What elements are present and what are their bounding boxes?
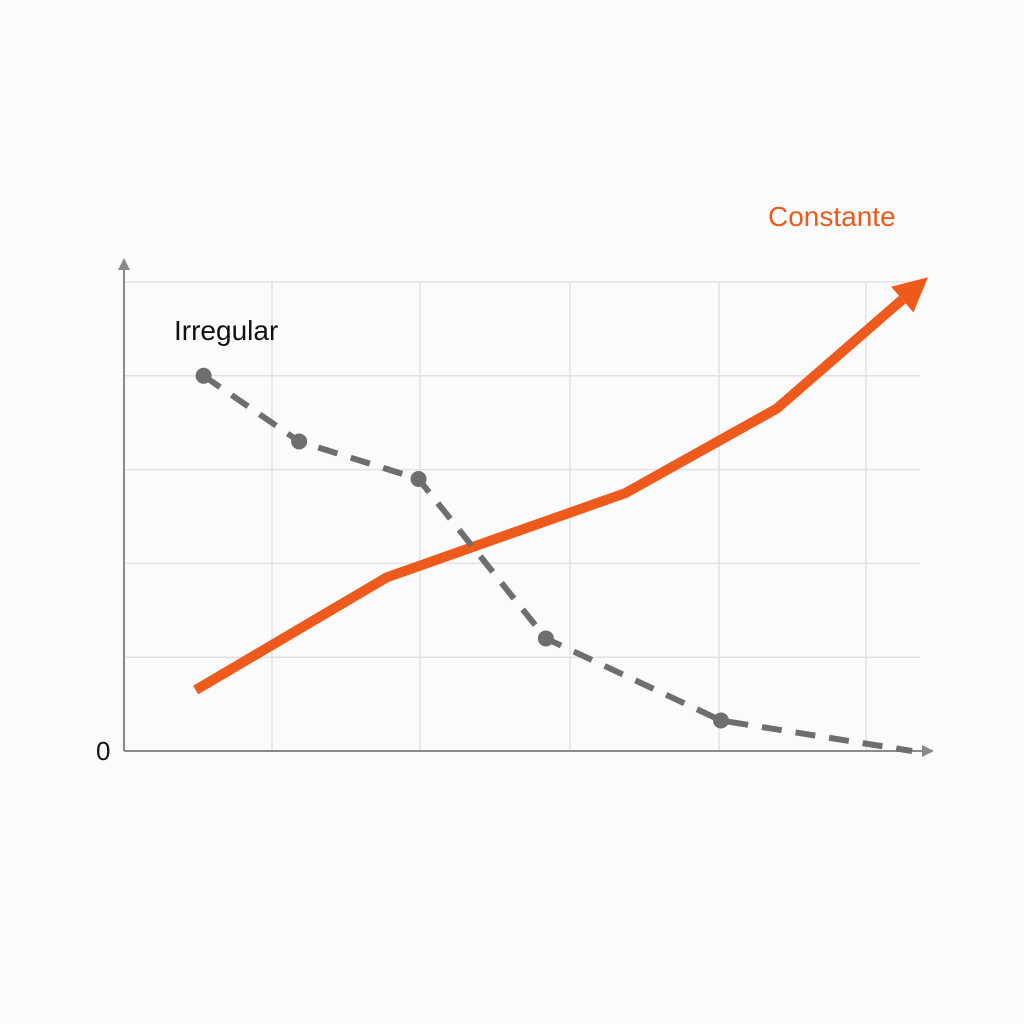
y-axis-arrow-icon bbox=[118, 258, 130, 270]
series-line-constante bbox=[193, 295, 906, 695]
grid bbox=[124, 281, 920, 751]
labels-layer: 0 Constante Irregular bbox=[96, 201, 896, 766]
y-tick-label: 0 bbox=[96, 736, 110, 766]
series-line-irregular bbox=[201, 373, 913, 754]
x-axis-arrow-icon bbox=[922, 745, 934, 757]
series-point-irregular bbox=[410, 470, 427, 487]
series-point-irregular bbox=[291, 433, 308, 450]
series-label-constante: Constante bbox=[768, 201, 896, 232]
axes bbox=[118, 258, 934, 757]
series-arrowhead-icon bbox=[891, 277, 928, 313]
series-point-irregular bbox=[537, 630, 554, 647]
series-label-irregular: Irregular bbox=[174, 315, 278, 346]
series-layer bbox=[193, 277, 928, 754]
series-point-irregular bbox=[195, 367, 212, 384]
series-point-irregular bbox=[713, 712, 729, 729]
